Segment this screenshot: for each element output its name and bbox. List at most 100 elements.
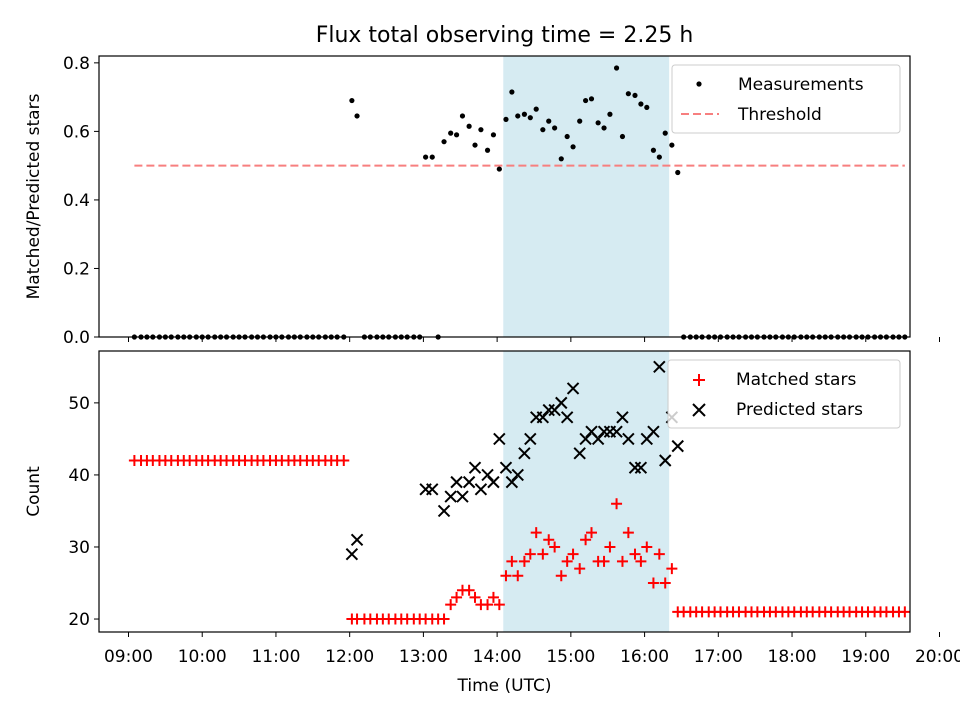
measurement-point — [583, 97, 589, 104]
predicted-star-point — [566, 382, 580, 395]
measurement-point — [650, 147, 657, 153]
predicted-star-point — [493, 432, 506, 446]
predicted-star-point — [468, 461, 482, 474]
predicted-star-point — [474, 483, 488, 496]
matched-star-point — [524, 548, 536, 560]
predicted-star-point — [634, 461, 648, 474]
measurement-point — [662, 130, 668, 136]
measurement-point — [448, 130, 454, 136]
matched-star-point — [543, 534, 555, 546]
bottom-legend-box — [667, 359, 901, 429]
matched-star-point — [622, 527, 634, 539]
predicted-star-point — [345, 547, 359, 561]
matched-star-point — [567, 548, 579, 560]
measurement-point — [656, 154, 662, 160]
measurement-point — [496, 166, 502, 172]
predicted-star-point — [555, 396, 568, 410]
predicted-star-point — [610, 425, 623, 438]
x-tick-label: 17:00 — [694, 647, 743, 667]
measurement-point — [349, 97, 355, 104]
matched-star-point — [530, 527, 542, 539]
measurement-point — [472, 142, 478, 148]
matched-star-point — [438, 613, 450, 625]
x-tick-label: 20:00 — [915, 647, 960, 667]
measurement-point — [429, 154, 435, 160]
measurement-point — [638, 101, 644, 107]
matched-star-point — [574, 563, 586, 575]
bottom-legend: Matched stars Predicted stars — [667, 359, 901, 429]
bottom-xticks: 09:00 10:00 11:00 12:00 13:00 14:00 15:00 16:00… — [104, 632, 960, 667]
legend-threshold-label: Threshold — [737, 105, 822, 125]
matched-star-point — [506, 555, 518, 567]
legend-predicted-label: Predicted stars — [736, 400, 863, 420]
predicted-star-point — [456, 490, 469, 503]
measurement-point — [503, 116, 509, 122]
predicted-star-point — [350, 533, 364, 546]
top-legend: Measurements Threshold — [671, 64, 901, 134]
measurement-point — [453, 132, 460, 138]
matched-star-point — [598, 555, 610, 567]
predicted-star-point — [524, 432, 537, 446]
y-tick-label: 20 — [68, 610, 90, 630]
top-panel: 0.00.20.40.60.8 Matched/Predicted stars … — [24, 54, 940, 348]
matched-star-point — [451, 591, 463, 603]
x-axis-label: Time (UTC) — [457, 676, 552, 696]
matched-star-point — [635, 555, 647, 567]
matched-star-point — [537, 548, 549, 560]
y-tick-label: 40 — [68, 466, 90, 486]
predicted-star-point — [659, 454, 672, 467]
x-tick-label: 16:00 — [620, 647, 669, 667]
measurement-point — [577, 118, 583, 124]
figure-title: Flux total observing time = 2.25 h — [316, 23, 694, 48]
matched-star-point — [338, 455, 350, 467]
x-tick-label: 11:00 — [251, 647, 300, 667]
measurement-point — [533, 106, 539, 112]
y-tick-label: 0.0 — [63, 328, 90, 348]
measurement-point — [564, 133, 570, 140]
predicted-star-point — [426, 483, 439, 496]
measurement-point — [669, 142, 675, 148]
measurement-point — [558, 156, 564, 162]
predicted-star-point — [499, 461, 513, 474]
matched-star-point — [518, 555, 530, 567]
measurement-point — [625, 91, 631, 97]
matched-star-point — [659, 577, 671, 589]
measurement-point — [509, 89, 515, 95]
predicted-star-point — [622, 432, 635, 446]
legend-predicted-marker — [692, 403, 706, 417]
matched-star-point — [512, 570, 524, 582]
predicted-star-point — [628, 461, 642, 474]
measurement-point — [521, 111, 528, 117]
matched-star-point — [580, 534, 592, 546]
x-tick-label: 18:00 — [768, 647, 817, 667]
top-marks — [131, 65, 908, 340]
top-ylabel: Matched/Predicted stars — [24, 93, 44, 299]
legend-measurements-marker — [696, 81, 702, 87]
bottom-panel: 20 30 40 50 09:00 10:00 11:00 12:00 13:00 14:00 1… — [24, 350, 960, 696]
predicted-star-point — [560, 411, 574, 424]
bottom-ylabel: Count — [24, 466, 44, 517]
matched-star-point — [585, 527, 597, 539]
measurement-point — [423, 154, 429, 160]
y-tick-label: 30 — [68, 538, 90, 558]
measurement-point — [601, 125, 607, 131]
measurement-point — [595, 120, 601, 126]
top-yticks: 0.0 0.2 0.4 0.6 0.8 — [63, 54, 99, 348]
x-tick-label: 19:00 — [841, 647, 890, 667]
top-axes-frame — [98, 55, 911, 338]
measurement-point — [354, 113, 360, 119]
matched-star-point — [445, 599, 457, 611]
matched-star-point — [487, 591, 499, 603]
x-tick-label: 15:00 — [546, 647, 595, 667]
measurement-point — [540, 127, 546, 133]
predicted-star-point — [444, 490, 457, 503]
matched-star-point — [616, 555, 628, 567]
measurement-point — [675, 169, 681, 176]
bottom-yticks: 20 30 40 50 — [68, 394, 99, 630]
measurement-point — [478, 127, 484, 133]
y-tick-label: 0.2 — [63, 259, 90, 279]
predicted-star-point — [653, 360, 666, 374]
measurement-point — [552, 125, 558, 131]
x-tick-label: 10:00 — [178, 647, 227, 667]
